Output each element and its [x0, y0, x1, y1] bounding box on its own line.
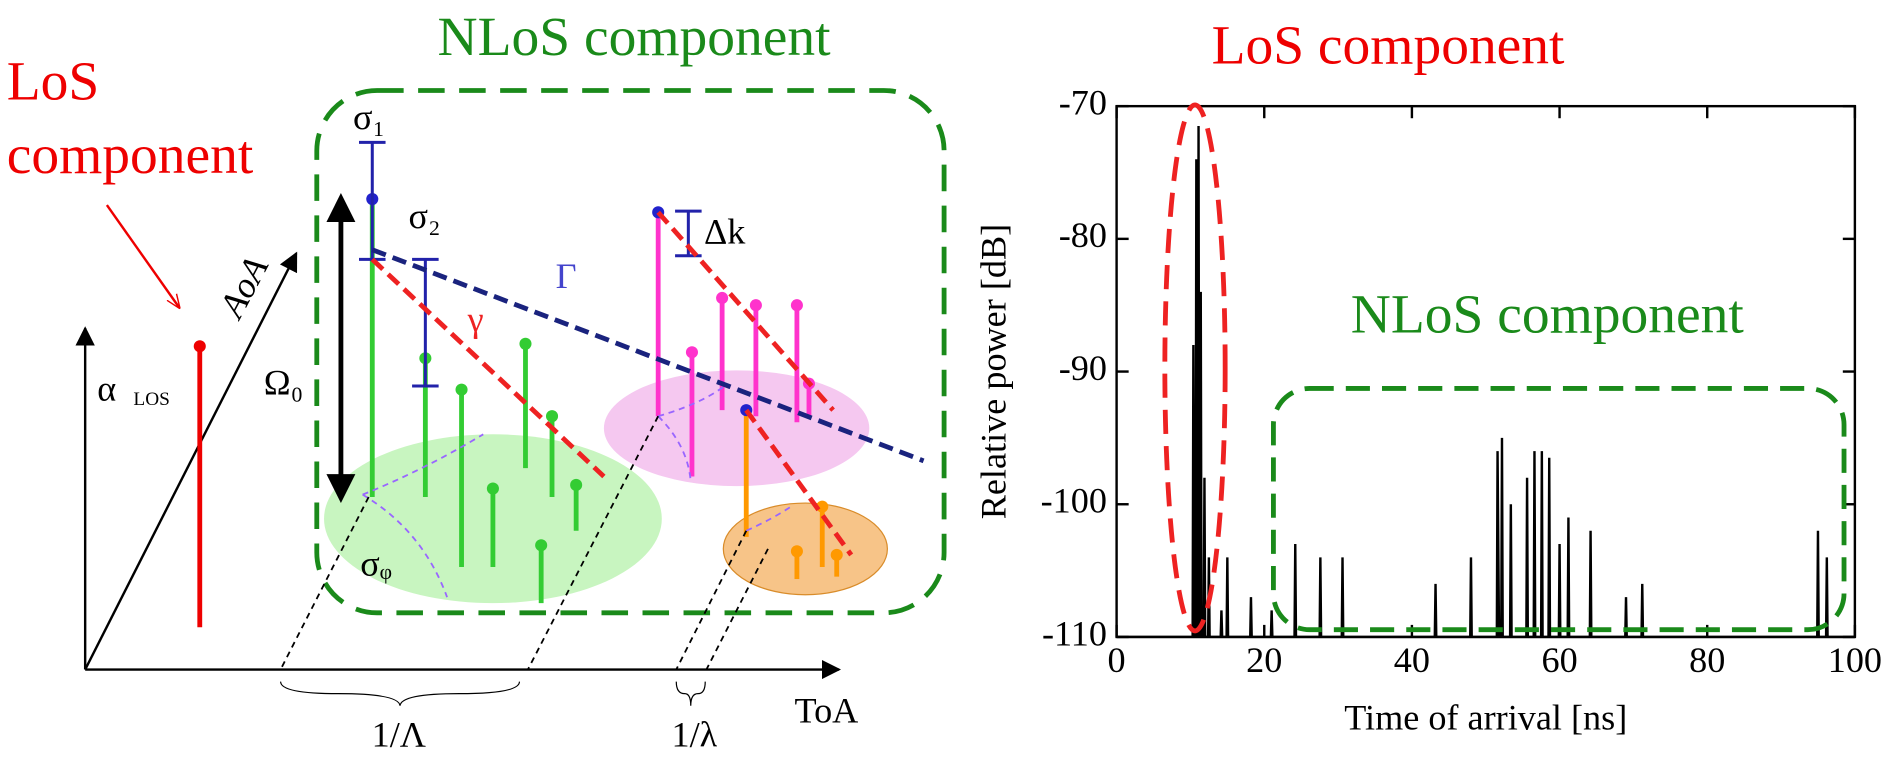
omega0: Ω₀: [264, 362, 304, 402]
x-tick-label: 0: [1108, 640, 1126, 680]
los-highlight: [1162, 102, 1228, 634]
ray-decay: [370, 210, 854, 557]
diagram: LoS component NLoS component σ₁ σ₂ Δk Γ …: [7, 7, 947, 755]
annotation: NLoS component: [1351, 284, 1745, 345]
y-tick-label: -90: [1059, 348, 1107, 388]
x-tick-label: 80: [1689, 640, 1725, 680]
angle-spread: [362, 385, 792, 598]
inv-big-lambda: 1/Λ: [372, 715, 426, 755]
cluster: [722, 502, 888, 596]
orange-dots: [790, 500, 843, 561]
nlos-highlight: [1271, 386, 1847, 633]
sigma1: σ₁: [353, 97, 385, 137]
x-axis-label: Time of arrival [ns]: [1344, 698, 1627, 738]
nlos-label: NLoS component: [438, 7, 832, 68]
annotation: LoS component: [1212, 15, 1565, 76]
green-dots: [419, 337, 583, 552]
braces: [279, 681, 706, 706]
toa: ToA: [795, 690, 859, 730]
nlos-box: [314, 88, 947, 616]
sigma-phi: σᵩ: [360, 543, 392, 583]
axes: [75, 251, 842, 680]
delta-k: Δk: [704, 212, 746, 252]
cluster-decay: [371, 247, 925, 464]
series-line: [1116, 126, 1855, 639]
projection: [279, 415, 769, 670]
small-gamma: γ: [467, 300, 484, 340]
y-tick-label: -110: [1042, 613, 1107, 653]
x-tick-label: 100: [1828, 640, 1882, 680]
los-label: component: [7, 125, 254, 186]
big-gamma: Γ: [556, 256, 577, 296]
magenta-dots: [685, 291, 816, 390]
los-label: LoS: [7, 52, 99, 113]
alpha-sub: LOS: [133, 389, 169, 410]
y-tick-label: -80: [1059, 215, 1107, 255]
green-stems: [369, 199, 579, 604]
magenta-stems: [655, 212, 812, 477]
y-axis-label: Relative power [dB]: [973, 224, 1013, 519]
inv-small-lambda: 1/λ: [672, 715, 718, 755]
y-tick-label: -70: [1059, 82, 1107, 122]
x-tick-label: 20: [1246, 640, 1282, 680]
alpha: α: [97, 368, 116, 408]
pointer: [105, 204, 179, 308]
y-tick-label: -100: [1041, 481, 1107, 521]
chart: Time of arrival [ns] Relative power [dB]…: [973, 15, 1882, 737]
x-tick-label: 40: [1394, 640, 1430, 680]
x-tick-label: 60: [1541, 640, 1577, 680]
sigma2: σ₂: [408, 196, 440, 236]
stem-dot: [193, 340, 206, 353]
cluster: [603, 370, 870, 487]
error-bars: [359, 140, 702, 388]
